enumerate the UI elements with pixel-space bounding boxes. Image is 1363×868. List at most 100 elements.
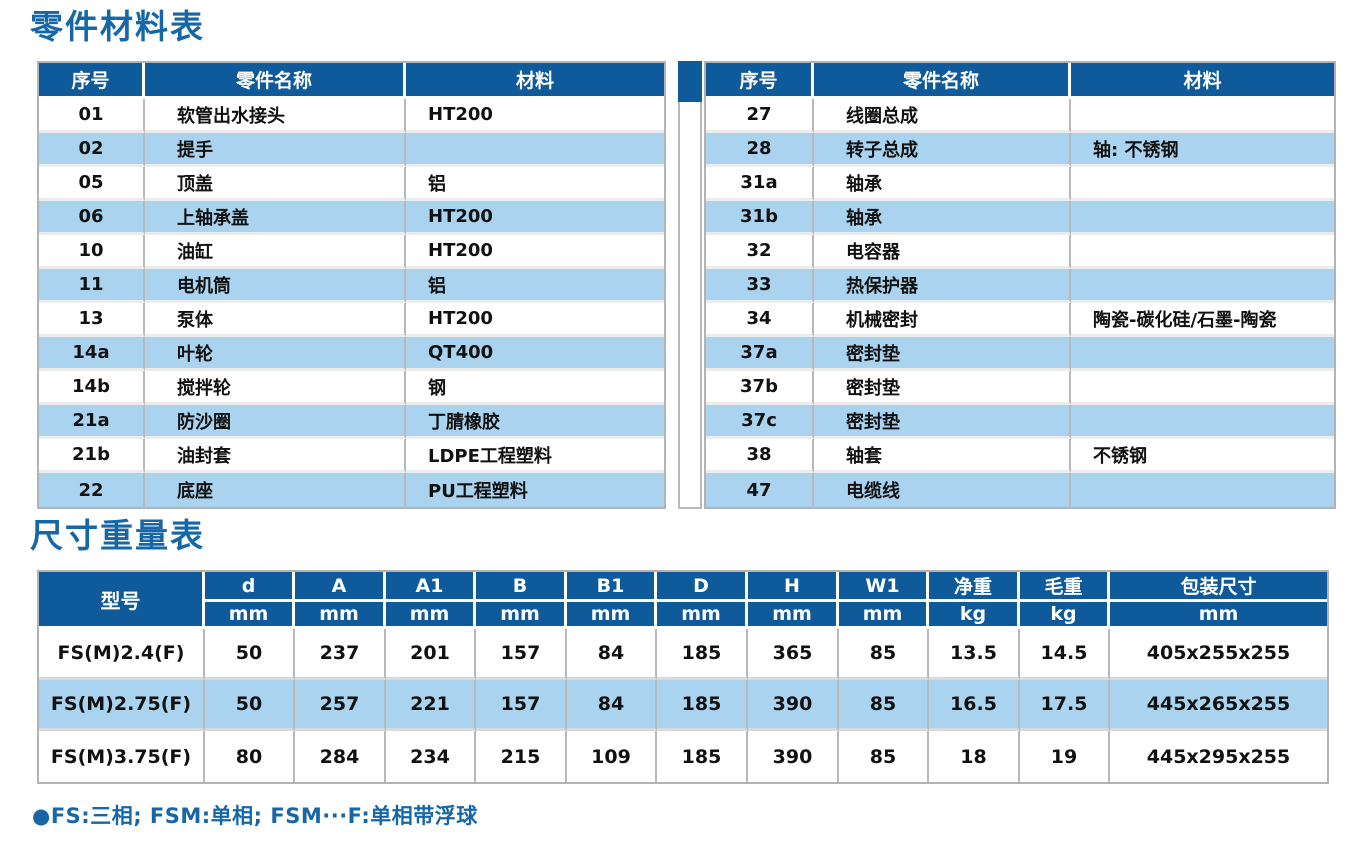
table-cell: 13	[39, 303, 145, 337]
column-header: W1	[839, 572, 929, 602]
table-row: 06 上轴承盖 HT200	[39, 201, 664, 235]
table-cell: 157	[476, 629, 567, 680]
table-cell: 11	[39, 269, 145, 303]
table-cell: 06	[39, 201, 145, 235]
table-cell: 丁腈橡胶	[406, 405, 664, 439]
table-cell: HT200	[406, 303, 664, 337]
table-cell: 电容器	[814, 235, 1071, 269]
column-unit: kg	[1020, 602, 1110, 629]
table-cell: HT200	[406, 201, 664, 235]
table-cell: 电机筒	[145, 269, 406, 303]
table-cell: 不锈钢	[1071, 439, 1334, 473]
table-row: 34 机械密封 陶瓷-碳化硅/石墨-陶瓷	[706, 303, 1334, 337]
column-unit: mm	[1110, 602, 1327, 629]
column-header: A1	[386, 572, 476, 602]
table-cell: 14.5	[1020, 629, 1110, 680]
column-header: 净重	[929, 572, 1020, 602]
table-cell: 157	[476, 680, 567, 731]
table-cell: 34	[706, 303, 814, 337]
column-unit: mm	[476, 602, 567, 629]
table-cell: 27	[706, 99, 814, 133]
table-row: 13 泵体 HT200	[39, 303, 664, 337]
table-header-row-labels: 型号 d A A1 B B1 D H W1 净重 毛重 包装尺寸	[39, 572, 1327, 629]
table-cell: 热保护器	[814, 269, 1071, 303]
column-header: D	[657, 572, 748, 602]
table-cell: 84	[567, 680, 657, 731]
table-cell: 50	[205, 680, 295, 731]
table-row: 38 轴套 不锈钢	[706, 439, 1334, 473]
table-cell: 防沙圈	[145, 405, 406, 439]
table-cell: 37a	[706, 337, 814, 371]
table-cell: 257	[295, 680, 386, 731]
table-cell: 轴承	[814, 167, 1071, 201]
column-header-no: 序号	[39, 63, 145, 99]
table-cell: 50	[205, 629, 295, 680]
table-cell: 钢	[406, 371, 664, 405]
table-header-row: 序号 零件名称 材料	[706, 63, 1334, 99]
parts-tables-row: 序号 零件名称 材料 01 软管出水接头 HT200 02 提手 05 顶盖铝 06 上轴承盖 H…	[37, 61, 1363, 509]
spacer-body-cell	[678, 102, 702, 509]
table-row: FS(M)3.75(F) 80 284 234 215 109 185 390 85 18 19 44…	[39, 731, 1327, 782]
table-cell: 390	[748, 731, 839, 782]
table-row: 37a 密封垫	[706, 337, 1334, 371]
column-header-no: 序号	[706, 63, 814, 99]
table-row: FS(M)2.4(F) 50 237 201 157 84 185 365 85 13.5 14.5…	[39, 629, 1327, 680]
dimensions-weight-table: 型号 d A A1 B B1 D H W1 净重 毛重 包装尺寸 mm mm mm mm mm mm mm mm k…	[37, 570, 1329, 784]
table-cell: 109	[567, 731, 657, 782]
table-cell: 22	[39, 473, 145, 507]
table-cell: 油缸	[145, 235, 406, 269]
table-cell: FS(M)2.4(F)	[39, 629, 205, 680]
spacer-header-cell	[678, 61, 702, 102]
table-cell: 轴: 不锈钢	[1071, 133, 1334, 167]
table-cell: 14a	[39, 337, 145, 371]
table-cell	[1071, 337, 1334, 371]
table-cell: 28	[706, 133, 814, 167]
table-row: 02 提手	[39, 133, 664, 167]
column-unit: mm	[657, 602, 748, 629]
table-row: 37b 密封垫	[706, 371, 1334, 405]
column-header: B	[476, 572, 567, 602]
table-row: 01 软管出水接头 HT200	[39, 99, 664, 133]
table-cell: 80	[205, 731, 295, 782]
table-cell: 泵体	[145, 303, 406, 337]
table-cell: 14b	[39, 371, 145, 405]
table-cell: 16.5	[929, 680, 1020, 731]
column-unit: mm	[295, 602, 386, 629]
table-cell: 390	[748, 680, 839, 731]
table-row: 47 电缆线	[706, 473, 1334, 507]
table-gap	[666, 61, 678, 509]
table-cell: 底座	[145, 473, 406, 507]
table-cell: 02	[39, 133, 145, 167]
parts-material-table-right: 序号 零件名称 材料 27 线圈总成 28 转子总成 轴: 不锈钢 31a 轴承 31b 轴承 3…	[704, 61, 1336, 509]
table-row: 11 电机筒铝	[39, 269, 664, 303]
table-cell: 237	[295, 629, 386, 680]
table-cell	[1071, 473, 1334, 507]
table-cell	[406, 133, 664, 167]
table-cell: 445x265x255	[1110, 680, 1327, 731]
table-cell: 31a	[706, 167, 814, 201]
table-row: 37c 密封垫	[706, 405, 1334, 439]
table-header-row: 序号 零件名称 材料	[39, 63, 664, 99]
table-spacer-column	[678, 61, 702, 509]
parts-section-title: 零件材料表	[30, 7, 205, 46]
table-row: 31b 轴承	[706, 201, 1334, 235]
table-cell: 19	[1020, 731, 1110, 782]
table-cell: 05	[39, 167, 145, 201]
table-cell: QT400	[406, 337, 664, 371]
table-cell: 37b	[706, 371, 814, 405]
column-unit: mm	[839, 602, 929, 629]
table-row: 05 顶盖铝	[39, 167, 664, 201]
table-row: 21a 防沙圈 丁腈橡胶	[39, 405, 664, 439]
column-header: A	[295, 572, 386, 602]
table-cell	[1071, 405, 1334, 439]
table-cell: PU工程塑料	[406, 473, 664, 507]
table-cell: 转子总成	[814, 133, 1071, 167]
table-cell: 33	[706, 269, 814, 303]
column-header-material: 材料	[406, 63, 664, 99]
table-cell: 上轴承盖	[145, 201, 406, 235]
table-cell: 油封套	[145, 439, 406, 473]
table-cell: 32	[706, 235, 814, 269]
column-unit: kg	[929, 602, 1020, 629]
table-cell: 软管出水接头	[145, 99, 406, 133]
table-row: 27 线圈总成	[706, 99, 1334, 133]
